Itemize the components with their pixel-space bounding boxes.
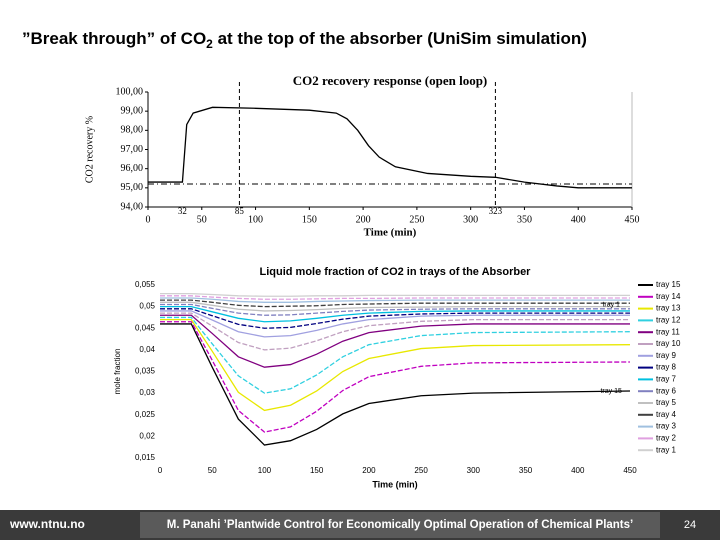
y-tick-label: 97,00 bbox=[121, 144, 144, 155]
page-number: 24 bbox=[684, 519, 696, 531]
legend-label: tray 1 bbox=[656, 445, 677, 454]
x-tick-label: 200 bbox=[356, 214, 371, 225]
chart-title: Liquid mole fraction of CO2 in trays of … bbox=[260, 266, 532, 278]
x-axis-label: Time (min) bbox=[364, 227, 417, 239]
x-tick-label: 0 bbox=[158, 466, 163, 475]
y-tick-label: 0,055 bbox=[135, 280, 156, 289]
legend-label: tray 9 bbox=[656, 351, 677, 360]
y-axis-label: CO2 recovery % bbox=[84, 116, 95, 183]
title-text: ”Break through” of CO bbox=[22, 29, 206, 48]
x-axis-label: Time (min) bbox=[372, 479, 417, 489]
legend-label: tray 11 bbox=[656, 327, 680, 336]
data-line bbox=[160, 295, 630, 300]
data-line bbox=[160, 310, 630, 338]
marker-label: 323 bbox=[489, 206, 503, 216]
x-tick-label: 450 bbox=[625, 214, 640, 225]
y-tick-label: 0,03 bbox=[139, 388, 155, 397]
legend-label: tray 14 bbox=[656, 292, 681, 301]
y-tick-label: 94,00 bbox=[121, 201, 144, 212]
data-line bbox=[160, 316, 631, 394]
footer-box bbox=[140, 512, 660, 538]
x-tick-label: 300 bbox=[467, 466, 481, 475]
y-tick-label: 98,00 bbox=[121, 125, 144, 136]
x-tick-label: 100 bbox=[248, 214, 263, 225]
legend-label: tray 13 bbox=[656, 304, 681, 313]
y-axis-label: mole fraction bbox=[113, 349, 122, 395]
legend-label: tray 7 bbox=[656, 375, 677, 384]
data-line bbox=[160, 308, 630, 329]
x-tick-label: 0 bbox=[146, 214, 151, 225]
charts: CO2 recovery response (open loop) 94,00 95… bbox=[84, 73, 681, 489]
x-tick-label: 200 bbox=[362, 466, 376, 475]
legend-label: tray 6 bbox=[656, 386, 677, 395]
legend-label: tray 2 bbox=[656, 434, 677, 443]
logo: www.ntnu.no bbox=[9, 517, 85, 531]
legend-label: tray 15 bbox=[656, 280, 681, 289]
data-line bbox=[160, 297, 630, 303]
x-tick-label: 250 bbox=[409, 214, 424, 225]
x-tick-label: 400 bbox=[571, 466, 585, 475]
x-tick-label: 50 bbox=[197, 214, 207, 225]
x-tick-label: 50 bbox=[208, 466, 217, 475]
data-line bbox=[160, 303, 630, 316]
legend-label: tray 5 bbox=[656, 398, 677, 407]
annotation: tray 15 bbox=[600, 388, 622, 395]
data-line bbox=[160, 312, 630, 351]
data-line bbox=[160, 299, 630, 308]
x-tick-label: 150 bbox=[302, 214, 317, 225]
x-tick-label: 450 bbox=[623, 466, 637, 475]
slide-title: ”Break through” of CO2 at the top of the… bbox=[22, 29, 587, 51]
x-tick-label: 350 bbox=[519, 466, 533, 475]
x-tick-label: 100 bbox=[258, 466, 272, 475]
legend-label: tray 12 bbox=[656, 316, 681, 325]
y-tick-label: 0,015 bbox=[135, 453, 156, 462]
x-tick-label: 400 bbox=[571, 214, 586, 225]
y-tick-label: 96,00 bbox=[121, 163, 144, 174]
marker-label: 85 bbox=[235, 206, 245, 216]
y-tick-label: 0,04 bbox=[139, 345, 155, 354]
data-line bbox=[160, 293, 630, 297]
data-line bbox=[160, 321, 631, 433]
title-text: at the top of the absorber (UniSim simul… bbox=[213, 29, 587, 48]
data-line bbox=[160, 318, 631, 412]
chart-title: CO2 recovery response (open loop) bbox=[293, 73, 488, 88]
marker-label: 32 bbox=[178, 206, 187, 216]
data-line bbox=[160, 314, 630, 368]
annotation: tray 1 bbox=[602, 301, 620, 308]
x-tick-label: 250 bbox=[414, 466, 428, 475]
x-tick-label: 300 bbox=[463, 214, 478, 225]
legend-label: tray 4 bbox=[656, 410, 677, 419]
x-tick-label: 350 bbox=[517, 214, 532, 225]
y-tick-label: 0,035 bbox=[135, 367, 156, 376]
title-subscript: 2 bbox=[206, 37, 213, 51]
y-tick-label: 0,02 bbox=[139, 431, 155, 440]
data-line bbox=[160, 301, 630, 312]
data-line bbox=[160, 323, 631, 446]
y-tick-label: 99,00 bbox=[121, 105, 144, 116]
y-tick-label: 0,05 bbox=[139, 302, 155, 311]
y-tick-label: 100,00 bbox=[116, 86, 144, 97]
y-tick-label: 0,025 bbox=[135, 410, 156, 419]
legend-label: tray 8 bbox=[656, 363, 677, 372]
legend-label: tray 3 bbox=[656, 422, 677, 431]
legend-label: tray 10 bbox=[656, 339, 681, 348]
y-tick-label: 95,00 bbox=[121, 182, 144, 193]
data-line bbox=[148, 106, 632, 189]
footer-text: M. Panahi ’Plantwide Control for Economi… bbox=[167, 519, 633, 531]
x-tick-label: 150 bbox=[310, 466, 324, 475]
y-tick-label: 0,045 bbox=[135, 323, 156, 332]
data-line bbox=[160, 305, 630, 323]
